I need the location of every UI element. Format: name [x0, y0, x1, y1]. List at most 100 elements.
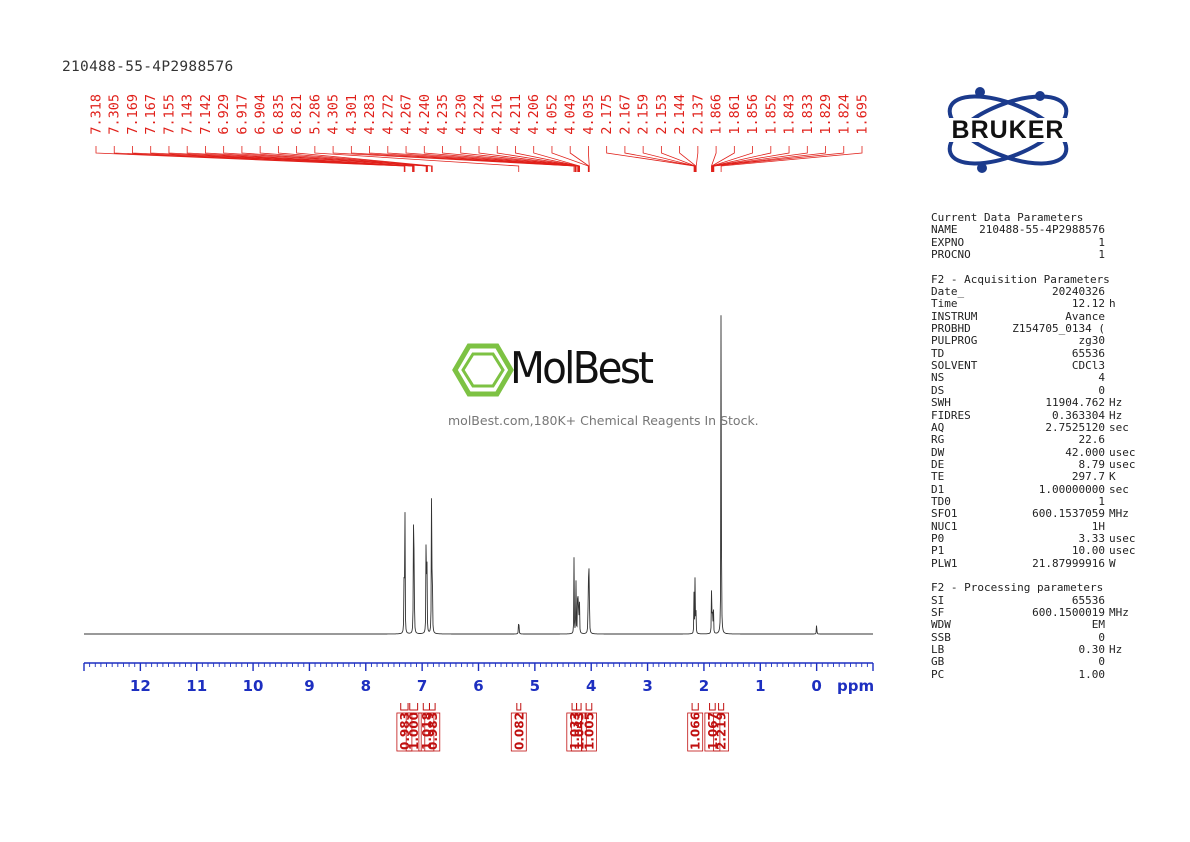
param-key: SOLVENT — [931, 359, 978, 373]
peak-label-connector — [720, 146, 863, 172]
peak-label: 1.695 — [855, 94, 871, 135]
peak-label: 2.144 — [672, 94, 688, 135]
peak-label: 4.272 — [380, 94, 396, 135]
peak-label: 7.143 — [180, 94, 196, 135]
param-row: INSTRUM Avance — [931, 310, 1141, 323]
param-key: WDW — [931, 618, 951, 632]
param-row: Time 12.12 h — [931, 297, 1141, 311]
x-tick-label: 11 — [186, 677, 207, 695]
peak-label: 7.169 — [125, 94, 141, 135]
peak-label-connector — [569, 146, 590, 172]
param-row: TD0 1 — [931, 494, 1141, 508]
param-value: 42.000 — [1065, 445, 1105, 459]
param-key: PROBHD — [931, 322, 971, 336]
param-section: F2 - Processing parameters SI 65536 SF 600.1… — [931, 581, 1141, 681]
peak-label-connector — [695, 146, 699, 172]
peak-label: 4.211 — [508, 94, 524, 135]
param-unit: MHz — [1109, 507, 1129, 521]
peak-label: 7.305 — [107, 94, 123, 135]
param-unit: W — [1109, 556, 1116, 570]
peak-label-connector — [259, 146, 428, 172]
peak-label: 7.155 — [161, 94, 177, 135]
peak-label-connector — [277, 146, 432, 172]
param-value: 65536 — [1071, 346, 1105, 360]
x-tick-label: 6 — [473, 677, 483, 695]
param-row: AQ 2.7525120 sec — [931, 420, 1141, 434]
param-key: TD0 — [931, 494, 951, 508]
integral-value: 1.005 — [582, 712, 596, 750]
param-value: 600.1537059 — [1032, 507, 1105, 521]
integral-bracket — [571, 703, 578, 711]
sample-id-title: 210488-55-4P2988576 — [62, 59, 234, 75]
peak-label-connector — [241, 146, 428, 172]
param-row: TD 65536 — [931, 346, 1141, 360]
integral-box — [704, 712, 721, 752]
param-row: TE 297.7 K — [931, 470, 1141, 484]
param-key: GB — [931, 655, 945, 669]
peak-label: 4.206 — [526, 94, 542, 135]
integral-bracket — [422, 703, 430, 711]
peak-label-connector — [405, 146, 577, 172]
integral-value: 1.043 — [572, 712, 586, 750]
param-row: PULPROG zg30 — [931, 334, 1141, 348]
param-value: 0.363304 — [1052, 408, 1105, 422]
param-row: LB 0.30 Hz — [931, 643, 1141, 657]
peak-label-connector — [624, 146, 695, 172]
integral-box — [405, 712, 422, 752]
param-key: NS — [931, 371, 945, 385]
peak-label-connector — [711, 146, 735, 172]
param-value: 8.79 — [1078, 457, 1106, 471]
param-value: zg30 — [1078, 334, 1106, 348]
param-value: 12.12 — [1071, 297, 1105, 311]
peak-label-connector — [223, 146, 427, 172]
peak-label: 4.043 — [563, 94, 579, 135]
integral-bracket — [585, 703, 593, 711]
x-axis-label: ppm — [837, 677, 874, 695]
bruker-logo-text: BRUKER — [952, 116, 1065, 144]
peak-label: 4.267 — [399, 94, 415, 135]
param-row: SWH 11904.762 Hz — [931, 396, 1141, 409]
integral-bracket — [516, 703, 522, 711]
integral-bracket — [709, 703, 716, 711]
param-key: DW — [931, 445, 945, 459]
x-tick-label: 0 — [811, 677, 821, 695]
peak-label-connector — [496, 146, 580, 172]
param-key: D1 — [931, 482, 945, 496]
param-value: 297.7 — [1071, 470, 1105, 484]
param-key: AQ — [931, 420, 945, 434]
param-unit: Hz — [1109, 643, 1123, 657]
peak-label-connector — [711, 146, 753, 172]
param-key: EXPNO — [931, 235, 965, 249]
integral-box — [570, 712, 587, 752]
peak-label-connector — [551, 146, 589, 172]
param-row: SSB 0 — [931, 631, 1141, 644]
peak-label: 7.142 — [198, 94, 214, 135]
integral-box — [713, 712, 730, 752]
param-value: 10.00 — [1071, 544, 1105, 558]
peak-label: 6.821 — [289, 94, 305, 135]
x-tick-label: 4 — [586, 677, 596, 695]
param-key: PLW1 — [931, 556, 958, 570]
param-value: CDCl3 — [1071, 359, 1105, 373]
param-value: EM — [1091, 618, 1105, 632]
param-value: 21.87999916 — [1032, 556, 1105, 570]
param-row: EXPNO 1 — [931, 235, 1141, 249]
param-value: 1 — [1098, 235, 1105, 249]
param-unit: MHz — [1109, 606, 1129, 619]
param-row: DE 8.79 usec — [931, 457, 1141, 471]
param-value: 1 — [1098, 248, 1105, 262]
peak-label-connector — [533, 146, 581, 172]
integral-value: 2.219 — [715, 712, 729, 750]
x-tick-label: 1 — [755, 677, 765, 695]
integral-value: 1.066 — [689, 712, 703, 750]
param-unit: usec — [1109, 457, 1136, 471]
param-row: DS 0 — [931, 384, 1141, 397]
peak-label: 4.230 — [453, 94, 469, 135]
integral-value: 0.983 — [426, 712, 440, 750]
peak-label: 4.035 — [581, 94, 597, 135]
param-row: PC 1.00 — [931, 668, 1141, 681]
param-section: Current Data Parameters NAME 210488-55-4P2… — [931, 211, 1141, 262]
param-key: DE — [931, 457, 945, 471]
param-value: 0.30 — [1078, 643, 1106, 657]
